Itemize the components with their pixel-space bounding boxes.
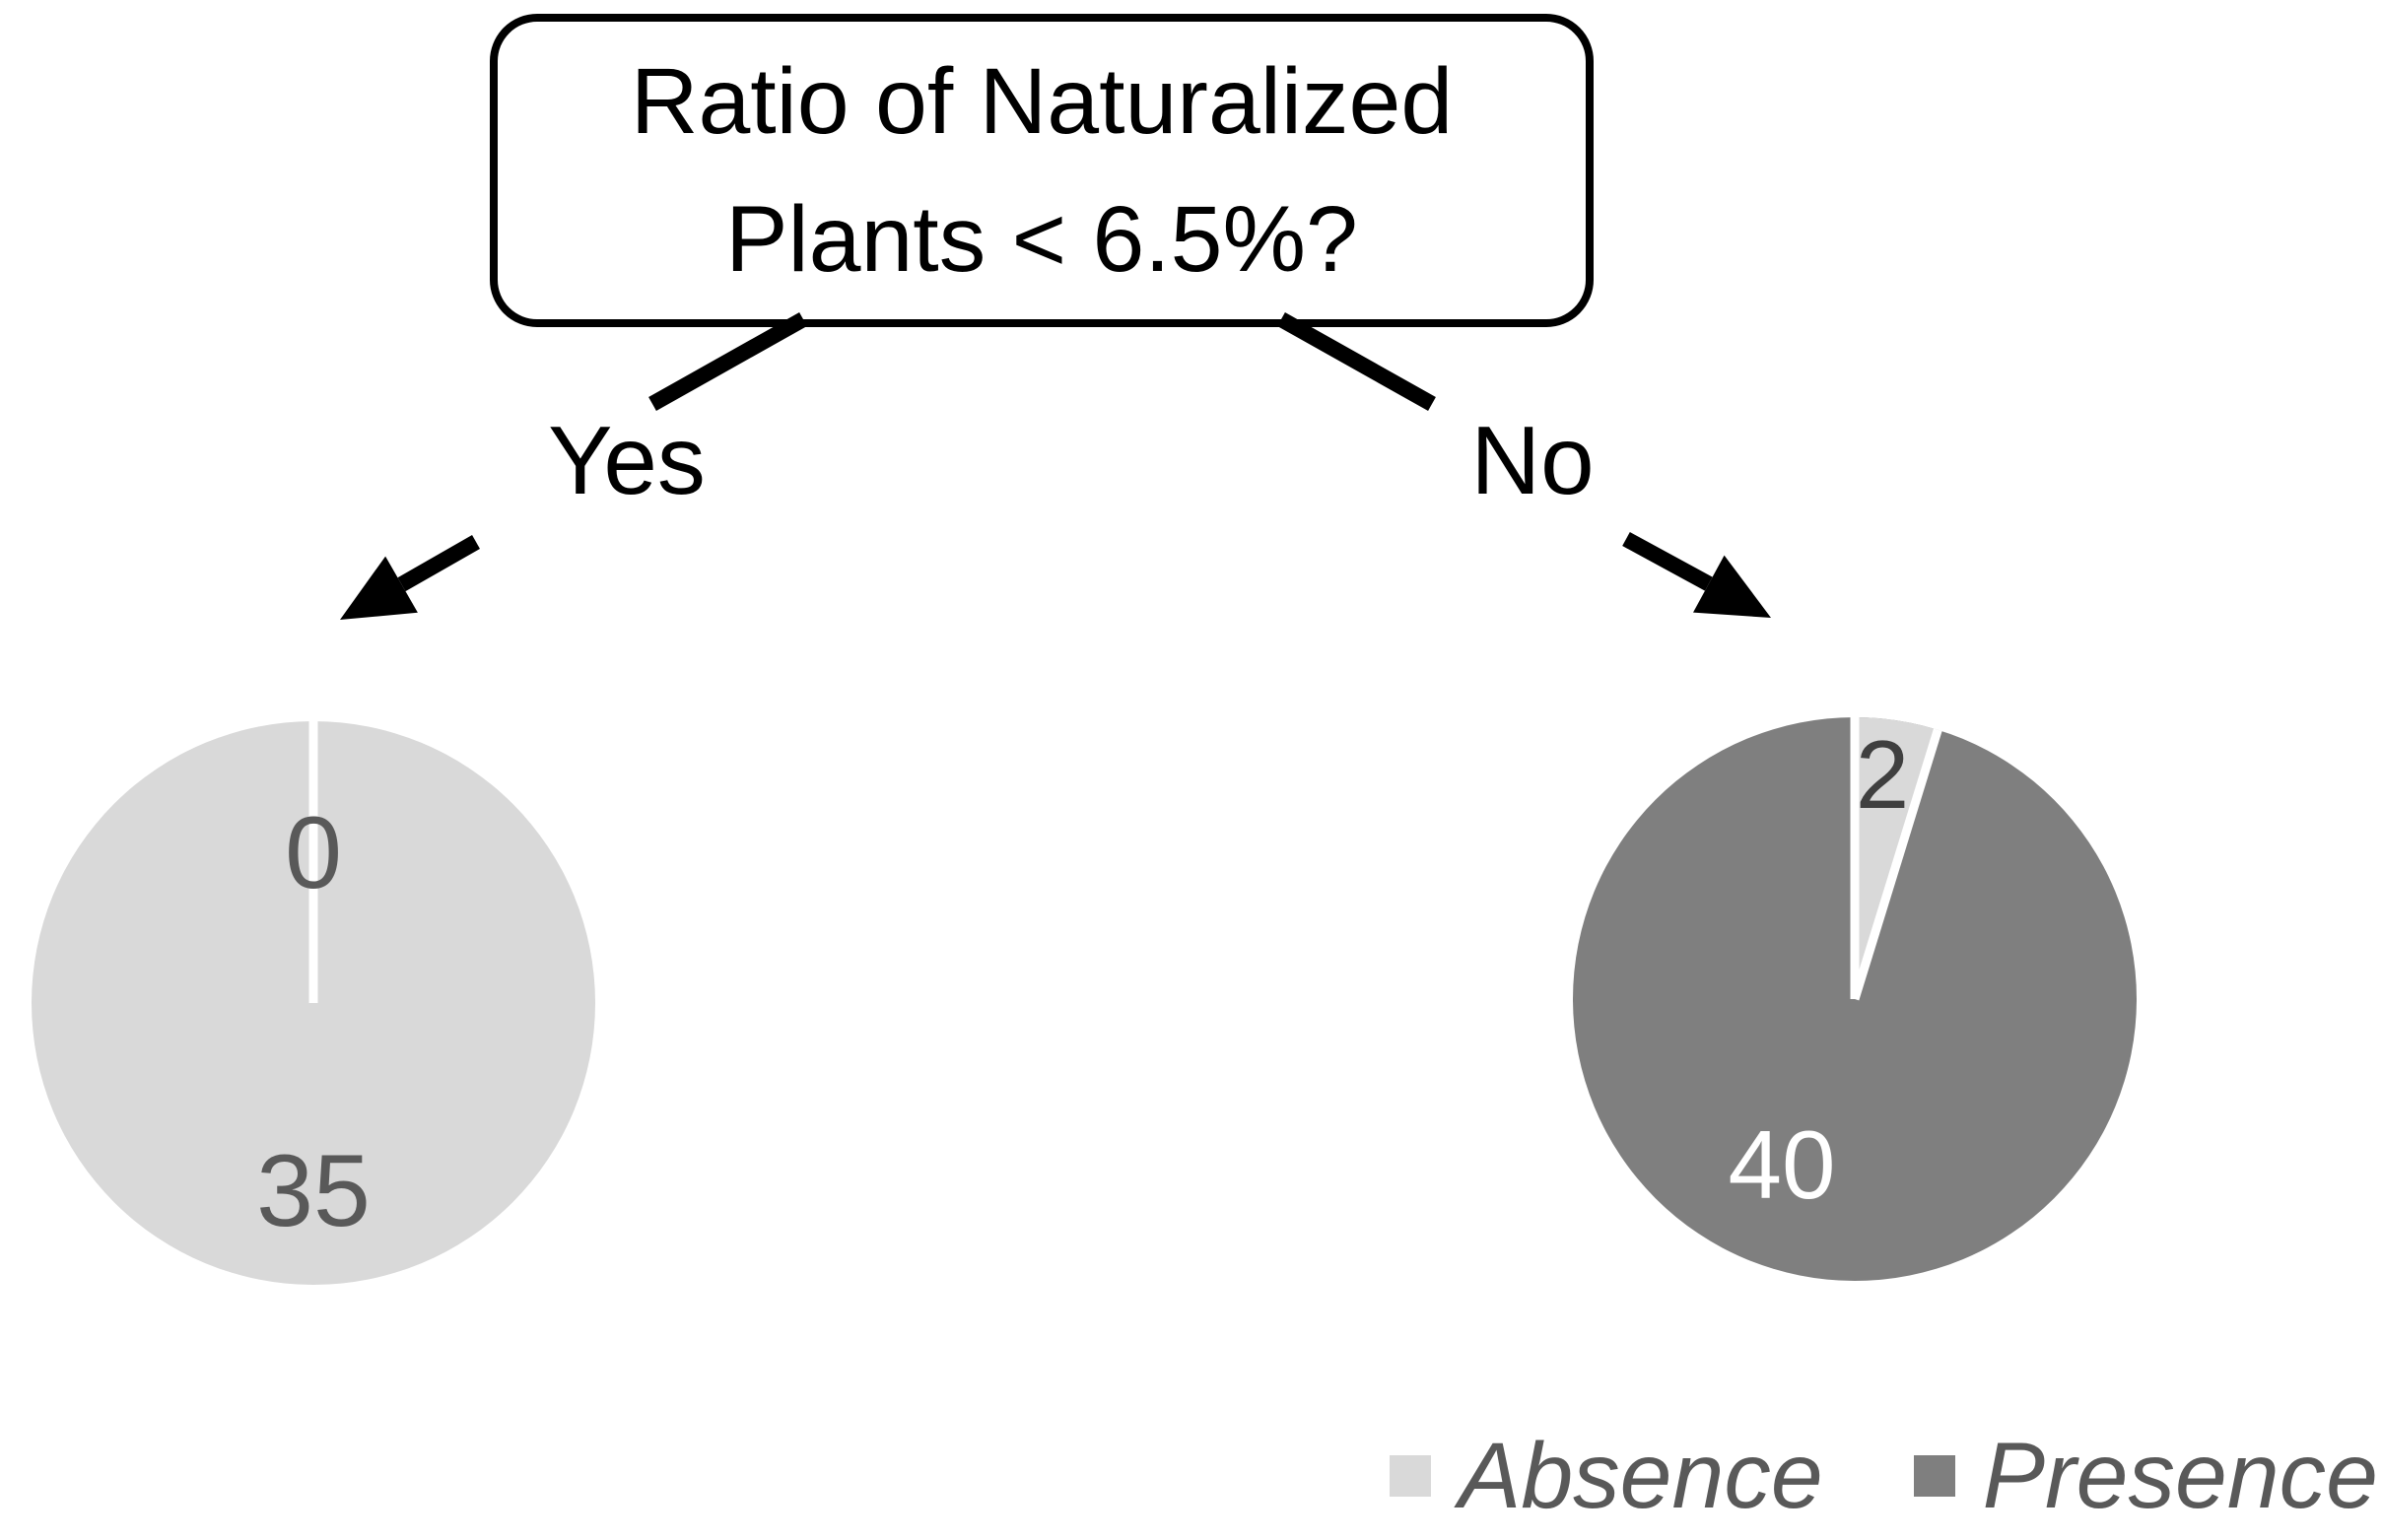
root-question-node: Ratio of Naturalized Plants < 6.5%?	[490, 14, 1594, 327]
legend-item-presence: Presence	[1913, 1423, 2378, 1528]
pie-chart-yes-branch: 0 35	[32, 721, 595, 1285]
pie-chart-no-branch: 2 40	[1573, 717, 2137, 1281]
legend-item-absence: Absence	[1389, 1423, 1823, 1528]
presence-count-label: 0	[285, 796, 342, 910]
legend-label-absence: Absence	[1458, 1423, 1823, 1528]
no-arrow	[1622, 531, 1771, 618]
presence-swatch-icon	[1913, 1455, 1955, 1497]
yes-arrowhead-icon	[340, 556, 418, 620]
question-line-2: Plants < 6.5%?	[725, 187, 1358, 292]
no-arrow-shaft	[1622, 531, 1713, 591]
absence-count-label: 2	[1856, 720, 1910, 829]
absence-count-label: 35	[256, 1134, 371, 1248]
legend-label-presence: Presence	[1982, 1423, 2378, 1528]
presence-count-label: 40	[1728, 1110, 1835, 1219]
slice-boundary-diagonal	[1850, 728, 1942, 1001]
no-arrowhead-icon	[1693, 555, 1771, 618]
yes-branch-label: Yes	[548, 406, 706, 514]
yes-arrow	[340, 535, 480, 620]
no-branch-label: No	[1470, 406, 1595, 514]
absence-swatch-icon	[1389, 1455, 1431, 1497]
legend: Absence Presence	[1389, 1419, 2378, 1533]
yes-arrow-shaft	[397, 535, 480, 592]
no-branch-line	[1277, 312, 1436, 411]
question-line-1: Ratio of Naturalized	[630, 49, 1454, 154]
yes-branch-line	[648, 312, 807, 411]
